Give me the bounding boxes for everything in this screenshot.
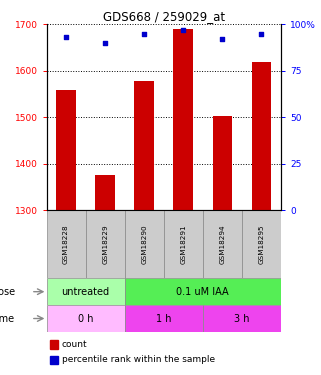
- Bar: [125, 278, 281, 305]
- Bar: [164, 210, 203, 278]
- Point: [102, 40, 108, 46]
- Bar: [50, 340, 58, 349]
- Text: untreated: untreated: [62, 286, 110, 297]
- Bar: [203, 305, 281, 332]
- Bar: [47, 210, 86, 278]
- Bar: [86, 210, 125, 278]
- Text: time: time: [0, 314, 15, 324]
- Bar: [125, 210, 164, 278]
- Bar: [252, 63, 271, 210]
- Bar: [95, 176, 115, 210]
- Bar: [173, 29, 193, 210]
- Point: [142, 31, 147, 37]
- Point: [220, 36, 225, 42]
- Text: GSM18291: GSM18291: [180, 225, 186, 264]
- Text: GSM18228: GSM18228: [63, 225, 69, 264]
- Bar: [213, 116, 232, 210]
- Text: count: count: [62, 340, 87, 349]
- Bar: [125, 305, 203, 332]
- Text: 0.1 uM IAA: 0.1 uM IAA: [177, 286, 229, 297]
- Text: dose: dose: [0, 286, 15, 297]
- Bar: [56, 90, 76, 210]
- Point: [64, 34, 69, 40]
- Bar: [50, 356, 58, 364]
- Text: 3 h: 3 h: [234, 314, 249, 324]
- Text: GSM18229: GSM18229: [102, 225, 108, 264]
- Title: GDS668 / 259029_at: GDS668 / 259029_at: [103, 10, 225, 23]
- Bar: [47, 278, 125, 305]
- Text: 0 h: 0 h: [78, 314, 93, 324]
- Text: GSM18295: GSM18295: [258, 225, 265, 264]
- Bar: [47, 305, 125, 332]
- Point: [259, 31, 264, 37]
- Text: GSM18294: GSM18294: [219, 225, 225, 264]
- Text: percentile rank within the sample: percentile rank within the sample: [62, 356, 215, 364]
- Text: 1 h: 1 h: [156, 314, 171, 324]
- Point: [181, 27, 186, 33]
- Text: GSM18290: GSM18290: [141, 225, 147, 264]
- Bar: [242, 210, 281, 278]
- Bar: [203, 210, 242, 278]
- Bar: [134, 81, 154, 210]
